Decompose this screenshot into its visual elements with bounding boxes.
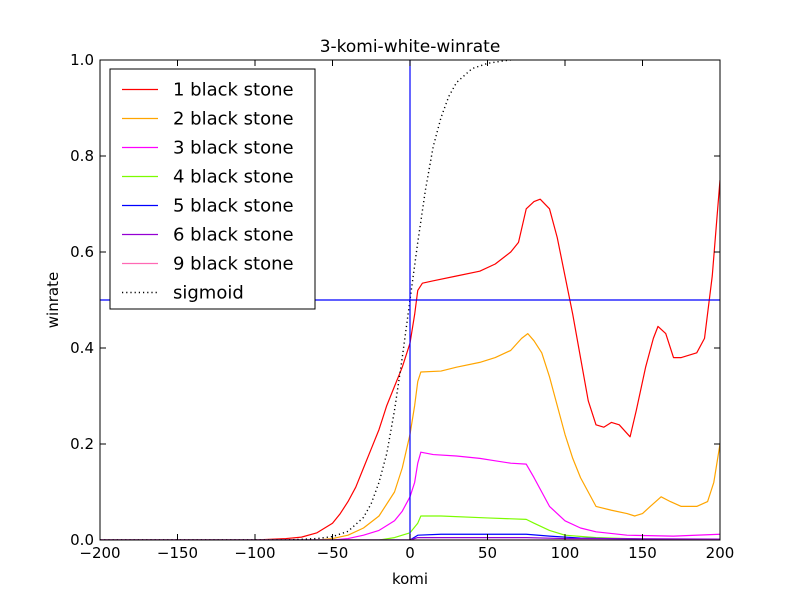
series-line-3-black-stone <box>100 451 720 540</box>
legend-label: 2 black stone <box>173 109 294 130</box>
legend-label: 6 black stone <box>173 225 294 246</box>
y-tick-label: 0.6 <box>70 243 94 261</box>
series-line-sigmoid <box>100 60 511 540</box>
y-tick-label: 0.2 <box>70 435 94 453</box>
y-axis-label: winrate <box>44 272 62 328</box>
legend-label: 4 black stone <box>173 167 294 188</box>
x-tick-label: 150 <box>628 544 657 562</box>
x-tick-label: 100 <box>551 544 580 562</box>
series-line-1-black-stone <box>100 179 720 540</box>
legend-label: 9 black stone <box>173 254 294 275</box>
x-tick-label: −200 <box>79 544 120 562</box>
series-line-2-black-stone <box>100 333 720 540</box>
axis-ticks: −200 −150 −100 −50 0 50 100 150 200 0.0 0.2 0.4 0.6 0… <box>70 51 734 562</box>
series-line-4-black-stone <box>100 515 720 540</box>
y-tick-label: 1.0 <box>70 51 94 69</box>
x-tick-label: −150 <box>157 544 198 562</box>
x-axis-label: komi <box>392 570 428 588</box>
chart-title: 3-komi-white-winrate <box>320 37 501 57</box>
x-tick-label: −100 <box>234 544 275 562</box>
x-tick-label: −50 <box>317 544 349 562</box>
series-line-6-black-stone <box>100 537 720 540</box>
plot-series <box>100 60 720 540</box>
x-tick-label: 0 <box>405 544 415 562</box>
y-tick-label: 0.0 <box>70 531 94 549</box>
legend-label: 5 black stone <box>173 196 294 217</box>
y-tick-label: 0.8 <box>70 147 94 165</box>
x-tick-label: 50 <box>478 544 497 562</box>
y-tick-label: 0.4 <box>70 339 94 357</box>
x-tick-label: 200 <box>706 544 735 562</box>
legend: 1 black stone 2 black stone 3 black stone 4… <box>109 68 316 310</box>
legend-label: 3 black stone <box>173 138 294 159</box>
legend-box <box>109 68 316 310</box>
legend-label: 1 black stone <box>173 80 294 101</box>
legend-label: sigmoid <box>173 283 244 304</box>
